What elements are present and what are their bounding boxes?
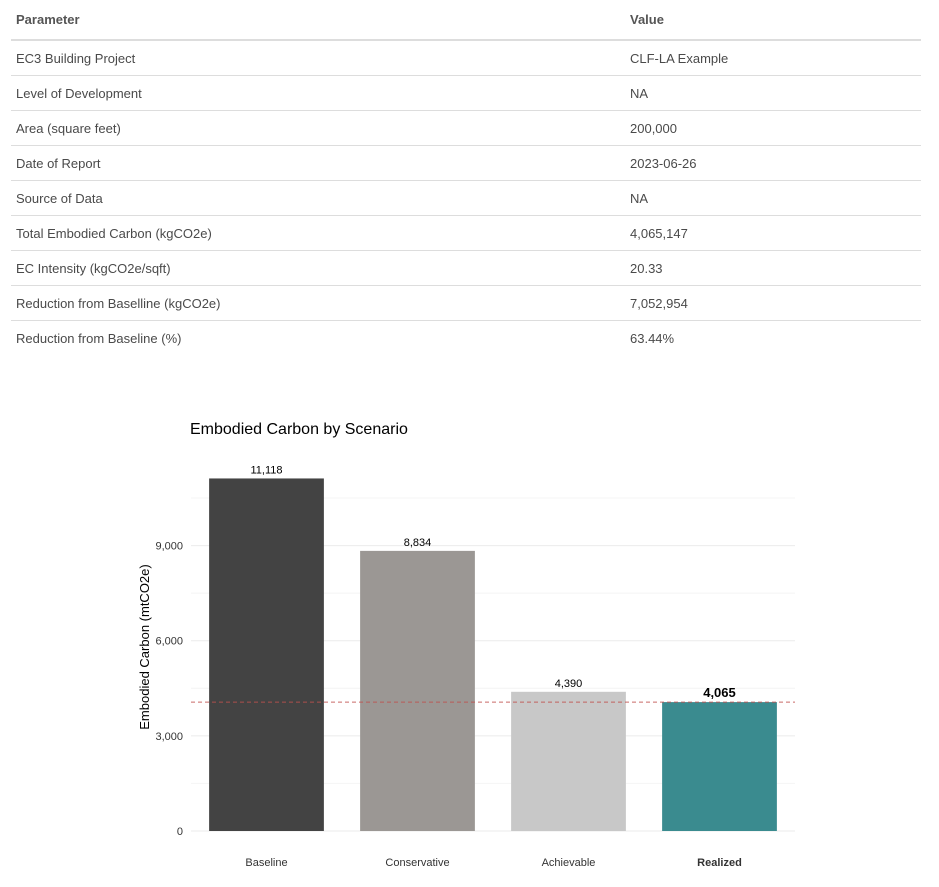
parameter-table: Parameter Value EC3 Building Project CLF… <box>11 0 921 355</box>
row-value: 200,000 <box>625 110 921 146</box>
table-row: Reduction from Baselline (kgCO2e) 7,052,… <box>11 285 921 321</box>
embodied-carbon-chart: Embodied Carbon by Scenario 0 3,000 6,000 9… <box>137 421 795 869</box>
row-value: 2023-06-26 <box>625 145 921 181</box>
header-parameter: Parameter <box>11 0 625 41</box>
row-parameter: Area (square feet) <box>11 110 625 146</box>
chart-title: Embodied Carbon by Scenario <box>190 421 408 438</box>
table-row: Total Embodied Carbon (kgCO2e) 4,065,147 <box>11 215 921 251</box>
bar-conservative <box>360 550 475 831</box>
row-parameter: EC3 Building Project <box>11 40 625 76</box>
data-label-realized: 4,065 <box>703 685 736 700</box>
x-category-label: Achievable <box>542 857 596 869</box>
table-row: EC3 Building Project CLF-LA Example <box>11 40 921 76</box>
y-tick-label: 3,000 <box>155 731 183 743</box>
x-category-label: Conservative <box>385 857 449 869</box>
row-parameter: Level of Development <box>11 75 625 111</box>
row-parameter: Total Embodied Carbon (kgCO2e) <box>11 215 625 251</box>
table-row: EC Intensity (kgCO2e/sqft) 20.33 <box>11 250 921 286</box>
bar-achievable <box>511 691 626 831</box>
row-parameter: Reduction from Baseline (%) <box>16 330 182 346</box>
data-label-conservative: 8,834 <box>404 537 432 549</box>
row-parameter: Date of Report <box>11 145 625 181</box>
row-value: NA <box>625 180 921 216</box>
x-axis-categories: Baseline Conservative Achievable Realized <box>245 857 741 869</box>
data-label-achievable: 4,390 <box>555 678 583 690</box>
bar-realized <box>662 702 777 831</box>
row-parameter: Source of Data <box>11 180 625 216</box>
row-value: CLF-LA Example <box>625 40 921 76</box>
row-parameter: EC Intensity (kgCO2e/sqft) <box>11 250 625 286</box>
y-tick-label: 0 <box>177 826 183 838</box>
data-labels: 11,118 8,834 4,390 4,065 <box>250 464 735 700</box>
y-axis-ticks: 0 3,000 6,000 9,000 <box>155 541 183 838</box>
parameter-table-container: Parameter Value EC3 Building Project CLF… <box>11 0 921 355</box>
table-row: Level of Development NA <box>11 75 921 111</box>
bar-baseline <box>209 478 324 831</box>
table-row: Reduction from Baseline (%) 63.44% <box>11 321 921 356</box>
x-category-label: Baseline <box>245 857 287 869</box>
row-parameter: Reduction from Baselline (kgCO2e) <box>11 285 625 321</box>
row-value: 20.33 <box>625 250 921 286</box>
row-value: NA <box>625 75 921 111</box>
row-value: 7,052,954 <box>625 285 921 321</box>
y-tick-label: 6,000 <box>155 636 183 648</box>
table-row: Date of Report 2023-06-26 <box>11 145 921 181</box>
table-row: Source of Data NA <box>11 180 921 216</box>
table-header-row: Parameter Value <box>11 0 921 41</box>
table-row: Area (square feet) 200,000 <box>11 110 921 146</box>
row-value: 4,065,147 <box>625 215 921 251</box>
y-axis-label: Embodied Carbon (mtCO2e) <box>137 564 152 729</box>
bars <box>209 478 777 831</box>
x-category-label: Realized <box>697 857 742 869</box>
row-value: 63.44% <box>630 330 675 346</box>
header-value: Value <box>625 0 921 41</box>
y-tick-label: 9,000 <box>155 541 183 553</box>
data-label-baseline: 11,118 <box>250 464 282 476</box>
